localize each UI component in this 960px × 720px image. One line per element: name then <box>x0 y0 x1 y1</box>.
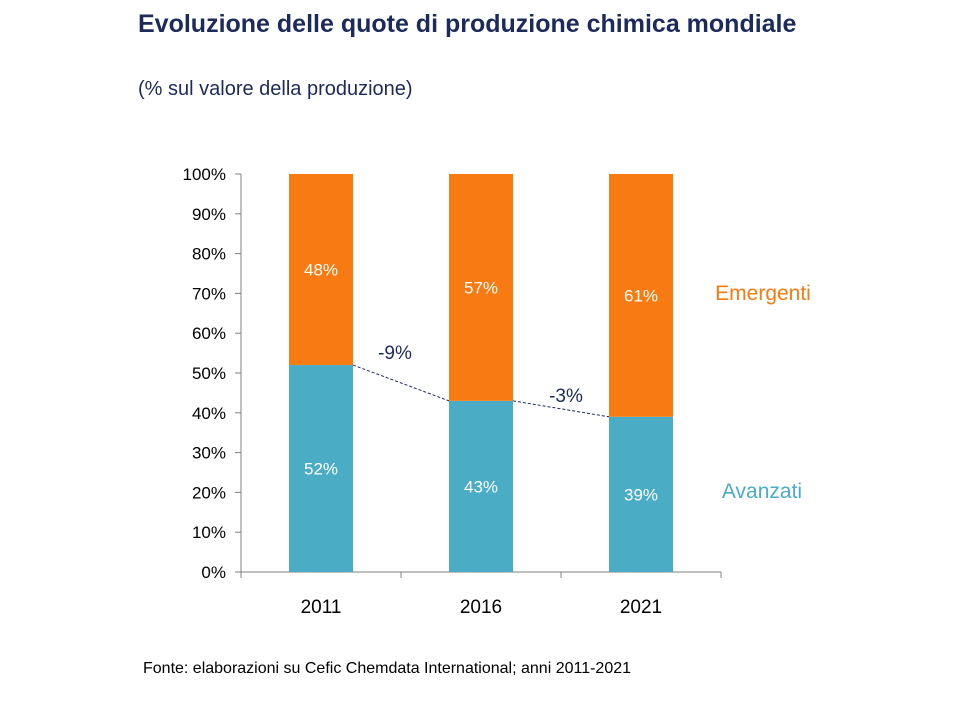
bar-value-label: 52% <box>304 460 338 479</box>
y-tick-label: 90% <box>192 205 226 224</box>
bar-value-label: 39% <box>624 485 658 504</box>
source-note: Fonte: elaborazioni su Cefic Chemdata In… <box>143 660 632 677</box>
change-connector-line <box>352 364 450 402</box>
x-tick-label: 2021 <box>620 597 662 618</box>
y-tick-label: 70% <box>192 284 226 303</box>
legend-avanzati: Avanzati <box>722 480 802 503</box>
bar-avanzati-2016 <box>449 400 513 572</box>
bar-avanzati-2021 <box>609 416 673 572</box>
chart-title: Evoluzione delle quote di produzione chi… <box>138 10 797 38</box>
y-tick-label: 80% <box>192 245 226 264</box>
change-connector-line <box>512 400 610 418</box>
y-tick-label: 60% <box>192 324 226 343</box>
y-tick-label: 0% <box>201 563 226 582</box>
bar-value-label: 48% <box>304 261 338 280</box>
y-tick-label: 10% <box>192 523 226 542</box>
y-tick-label: 40% <box>192 404 226 423</box>
bar-value-label: 43% <box>464 477 498 496</box>
chart-subtitle: (% sul valore della produzione) <box>138 78 413 100</box>
y-tick-label: 50% <box>192 364 226 383</box>
bar-avanzati-2011 <box>289 365 353 572</box>
y-tick-label: 20% <box>192 483 226 502</box>
y-tick-label: 30% <box>192 444 226 463</box>
bar-emergenti-2011 <box>289 174 353 366</box>
bar-emergenti-2021 <box>609 174 673 417</box>
x-tick-label: 2016 <box>460 597 502 618</box>
legend-emergenti: Emergenti <box>715 282 811 305</box>
x-tick-label: 2011 <box>301 597 342 618</box>
bar-emergenti-2016 <box>449 174 513 401</box>
bar-value-label: 57% <box>464 278 498 297</box>
change-annotation: -9% <box>378 343 412 364</box>
y-tick-label: 100% <box>183 165 226 184</box>
bar-value-label: 61% <box>624 286 658 305</box>
change-annotation: -3% <box>549 386 583 407</box>
